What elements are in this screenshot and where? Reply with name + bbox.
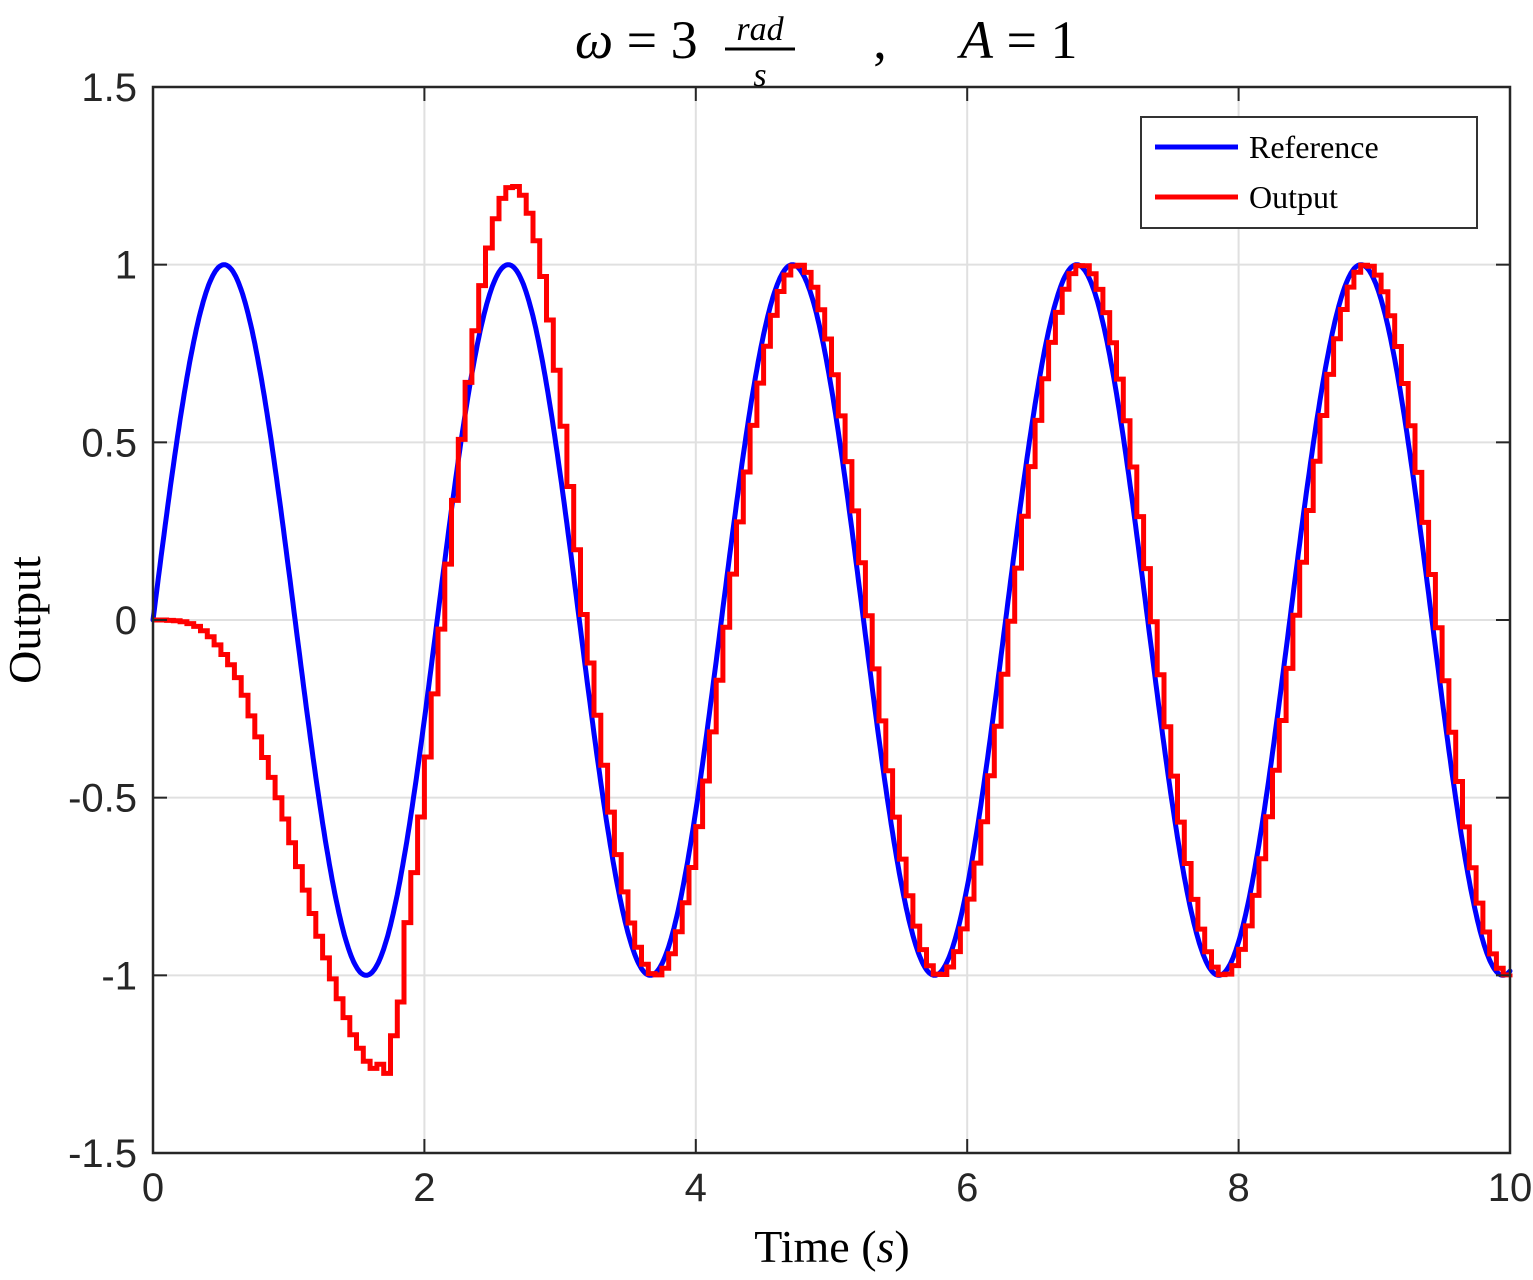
tick-labels: 0 2 4 6 8 10 -1.5 -1 -0.5 0 0.5 1 1.5 xyxy=(68,66,1532,1210)
y-tick-label: -1.5 xyxy=(68,1132,137,1176)
series-lines xyxy=(150,184,1513,1076)
plot-title: ω = 3 rad s , A = 1 xyxy=(575,10,1077,94)
output-line xyxy=(153,184,1513,1076)
y-tick-label: 1 xyxy=(115,244,137,288)
y-tick-label: 0.5 xyxy=(81,421,137,465)
y-tick-label: -0.5 xyxy=(68,777,137,821)
axis-ticks xyxy=(152,86,1511,1154)
legend-label-reference: Reference xyxy=(1249,129,1379,165)
y-tick-label: -1 xyxy=(101,954,137,998)
title-var-a: A xyxy=(957,10,994,70)
title-eq3: = 3 xyxy=(613,10,697,70)
x-tick-label: 6 xyxy=(956,1166,978,1210)
xlabel-pre: Time ( xyxy=(754,1221,876,1272)
x-tick-label: 2 xyxy=(413,1166,435,1210)
xlabel-var: s xyxy=(877,1221,895,1272)
x-axis-label: Time (s) xyxy=(754,1221,910,1272)
x-tick-label: 8 xyxy=(1227,1166,1249,1210)
title-frac-denominator: s xyxy=(753,57,766,94)
title-eq1: = 1 xyxy=(993,10,1077,70)
legend: Reference Output xyxy=(1140,116,1478,229)
title-right: A = 1 xyxy=(957,10,1077,70)
xlabel-post: ) xyxy=(894,1221,909,1272)
title-comma: , xyxy=(873,10,887,70)
y-tick-label: 0 xyxy=(115,599,137,643)
title-left: ω = 3 xyxy=(575,10,698,70)
y-axis-label: Output xyxy=(0,556,50,684)
y-tick-label: 1.5 xyxy=(81,66,137,110)
x-tick-label: 0 xyxy=(142,1166,164,1210)
legend-label-output: Output xyxy=(1249,179,1338,215)
title-omega: ω xyxy=(575,10,613,70)
title-frac-numerator: rad xyxy=(736,11,784,48)
gridlines xyxy=(153,87,1510,1153)
legend-border xyxy=(1140,116,1478,229)
x-tick-label: 4 xyxy=(685,1166,707,1210)
x-tick-label: 10 xyxy=(1488,1166,1533,1210)
